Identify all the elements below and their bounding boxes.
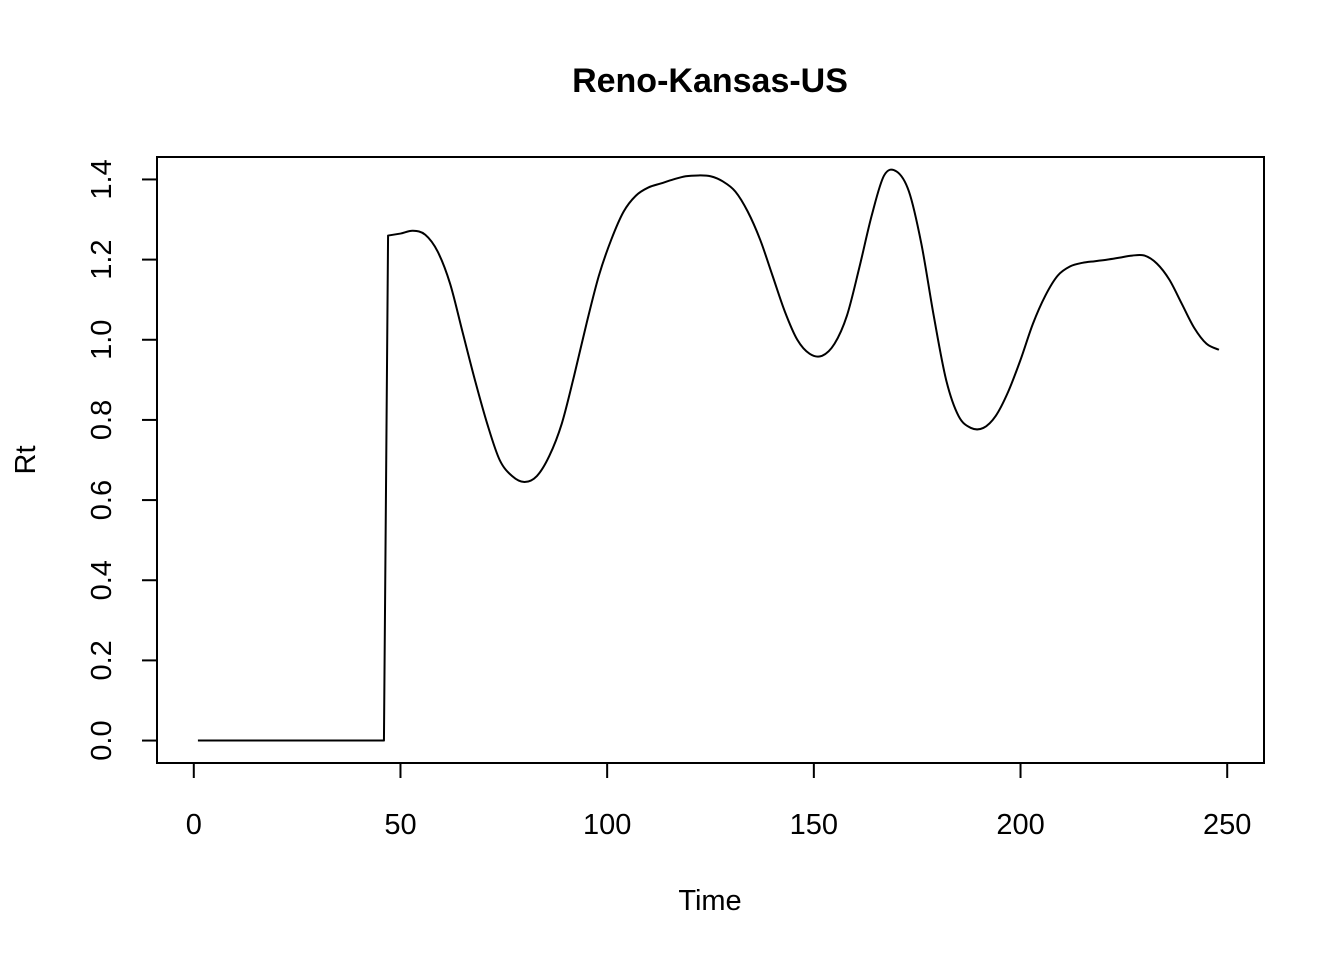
- y-axis: 0.0 0.2 0.4 0.6 0.8 1.0 1.2 1.4: [86, 159, 158, 761]
- chart-title: Reno-Kansas-US: [572, 62, 848, 100]
- y-tick-label: 0.8: [86, 400, 118, 440]
- x-axis: 0 50 100 150 200 250: [186, 762, 1251, 841]
- x-tick-label: 200: [996, 809, 1044, 841]
- x-tick-label: 0: [186, 809, 202, 841]
- y-tick-label: 0.4: [86, 560, 118, 600]
- y-tick-label: 0.0: [86, 720, 118, 760]
- x-tick-label: 150: [790, 809, 838, 841]
- y-tick-label: 1.2: [86, 239, 118, 279]
- x-tick-label: 100: [583, 809, 631, 841]
- series-line: [197, 168, 1220, 742]
- y-tick-label: 1.0: [86, 320, 118, 360]
- x-axis-label: Time: [678, 885, 741, 917]
- y-tick-label: 0.2: [86, 640, 118, 680]
- y-axis-label: Rt: [10, 446, 42, 475]
- x-tick-label: 50: [384, 809, 416, 841]
- x-tick-label: 250: [1203, 809, 1251, 841]
- y-tick-label: 0.6: [86, 480, 118, 520]
- y-tick-label: 1.4: [86, 159, 118, 199]
- plot-frame: [156, 156, 1265, 764]
